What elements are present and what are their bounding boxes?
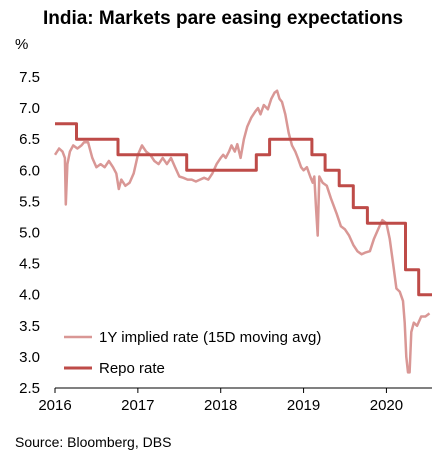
y-axis-ticks: 2.5 3.0 3.5 4.0 4.5 5.0 5.5 6.0 6.5 7.0 7.5 [19, 69, 40, 397]
series-layer [53, 89, 432, 374]
x-tick-label: 2020 [370, 397, 403, 414]
repo-rate-line [55, 122, 432, 297]
legend: 1Y implied rate (15D moving avg) Repo rat… [64, 329, 321, 377]
y-tick-label: 7.5 [19, 69, 40, 86]
legend-label: 1Y implied rate (15D moving avg) [99, 329, 321, 346]
y-axis-unit-label: % [15, 36, 29, 53]
source-note: Source: Bloomberg, DBS [15, 434, 172, 450]
y-tick-label: 4.0 [19, 287, 40, 304]
x-tick-label: 2018 [204, 397, 237, 414]
y-tick-label: 5.5 [19, 193, 40, 210]
y-tick-label: 3.5 [19, 318, 40, 335]
chart-title: India: Markets pare easing expectations [42, 8, 404, 29]
y-tick-label: 6.5 [19, 131, 40, 148]
x-axis-ticks: 2016 2017 2018 2019 2020 [38, 388, 403, 414]
y-tick-label: 6.0 [19, 162, 40, 179]
y-tick-label: 5.0 [19, 225, 40, 242]
y-tick-label: 2.5 [19, 380, 40, 397]
y-tick-label: 7.0 [19, 100, 40, 117]
x-tick-label: 2019 [287, 397, 320, 414]
x-tick-label: 2017 [121, 397, 154, 414]
x-tick-label: 2016 [38, 397, 71, 414]
legend-label: Repo rate [99, 360, 165, 377]
y-tick-label: 4.5 [19, 256, 40, 273]
y-tick-label: 3.0 [19, 349, 40, 366]
implied-rate-line [53, 89, 431, 374]
